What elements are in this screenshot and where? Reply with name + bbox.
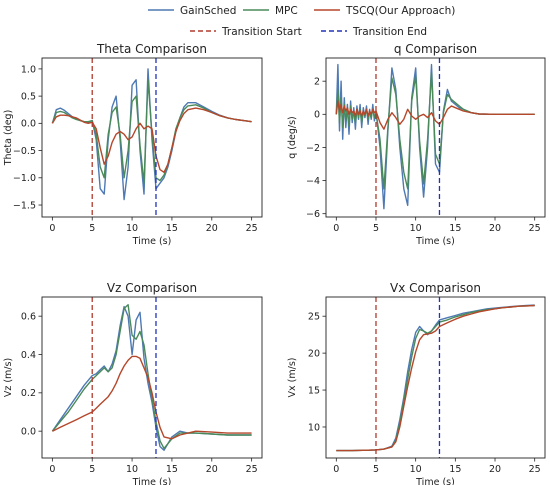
y-tick-label: 20	[308, 349, 320, 360]
y-tick-label: 2	[314, 77, 320, 88]
x-tick-label: 5	[373, 223, 379, 234]
legend-entry: Transition Start	[190, 26, 302, 38]
plot-area	[336, 297, 535, 458]
y-axis-label: q (deg/s)	[287, 116, 298, 159]
series-line-tscq	[336, 304, 535, 452]
x-axis-label: Time (s)	[415, 477, 455, 485]
legend-entry: GainSched	[148, 5, 236, 17]
subplot-2: 0 5 10 15 20 25 −6 −4 −2 0 2 q Comparison Time (s) q …	[287, 42, 546, 247]
x-tick-label: 25	[529, 464, 541, 475]
series-line-gainsched	[335, 63, 535, 210]
axes-frame	[325, 57, 546, 218]
plot-area	[335, 58, 535, 217]
y-tick-label: −1.5	[13, 200, 36, 211]
y-tick-label: −1.0	[13, 173, 36, 184]
plot-area	[51, 297, 252, 458]
x-tick-label: 20	[489, 464, 501, 475]
y-tick-label: 25	[308, 312, 320, 323]
series-line-mpc	[51, 304, 252, 450]
x-axis-label: Time (s)	[132, 477, 172, 485]
chart-title: Theta Comparison	[96, 42, 207, 56]
legend-entry: TSCQ(Our Approach)	[314, 5, 455, 17]
series-line-mpc	[335, 72, 535, 190]
x-tick-label: 25	[246, 464, 258, 475]
y-tick-label: 0.6	[21, 312, 36, 323]
chart-title: Vx Comparison	[390, 281, 481, 295]
x-tick-label: 25	[246, 223, 258, 234]
x-tick-label: 20	[489, 223, 501, 234]
x-tick-label: 0	[333, 464, 339, 475]
y-tick-label: 0.2	[21, 388, 36, 399]
plot-area	[51, 58, 252, 217]
x-tick-label: 5	[89, 464, 95, 475]
y-tick-label: 0.5	[21, 92, 36, 103]
series-line-mpc	[336, 304, 535, 452]
x-tick-label: 15	[166, 223, 178, 234]
x-tick-label: 15	[449, 223, 461, 234]
legend-label: MPC	[275, 5, 298, 17]
series-line-tscq	[335, 100, 535, 130]
x-tick-label: 20	[206, 464, 218, 475]
x-tick-label: 5	[373, 464, 379, 475]
x-tick-label: 10	[126, 223, 138, 234]
y-tick-label: −6	[306, 209, 320, 220]
subplot-4: 0 5 10 15 20 25 10 15 20 25 Vx Comparison Time (s) V…	[287, 281, 546, 485]
legend-label: GainSched	[180, 5, 236, 17]
legend-label: Transition Start	[221, 26, 302, 38]
x-axis-label: Time (s)	[415, 236, 455, 247]
x-tick-label: 10	[410, 464, 422, 475]
y-tick-label: 0.4	[21, 350, 36, 361]
y-tick-label: 1.0	[21, 64, 36, 75]
x-tick-label: 10	[410, 223, 422, 234]
x-tick-label: 5	[89, 223, 95, 234]
y-tick-label: −4	[306, 176, 320, 187]
chart-title: Vz Comparison	[107, 281, 197, 295]
axes-frame	[41, 57, 263, 218]
chart-title: q Comparison	[394, 42, 477, 56]
y-axis-label: Vx (m/s)	[287, 358, 298, 398]
legend-label: TSCQ(Our Approach)	[345, 5, 455, 17]
x-tick-label: 0	[49, 223, 55, 234]
y-tick-label: −0.5	[13, 146, 36, 157]
legend-entry: MPC	[243, 5, 298, 17]
axes-frame	[325, 296, 546, 459]
x-tick-label: 10	[126, 464, 138, 475]
x-tick-label: 0	[333, 223, 339, 234]
x-tick-label: 15	[449, 464, 461, 475]
y-tick-label: −2	[306, 143, 320, 154]
axes-frame	[41, 296, 263, 459]
y-tick-label: 10	[308, 422, 320, 433]
y-tick-label: 0.0	[21, 427, 36, 438]
series-line-tscq	[51, 107, 252, 174]
x-tick-label: 25	[529, 223, 541, 234]
legend-label: Transition End	[352, 26, 427, 38]
x-tick-label: 0	[49, 464, 55, 475]
y-tick-label: 15	[308, 385, 320, 396]
series-line-gainsched	[51, 305, 252, 451]
x-tick-label: 15	[166, 464, 178, 475]
legend-entry: Transition End	[321, 26, 427, 38]
x-axis-label: Time (s)	[132, 236, 172, 247]
y-axis-label: Vz (m/s)	[3, 358, 14, 397]
y-tick-label: 0	[314, 110, 320, 121]
y-axis-label: Theta (deg)	[3, 110, 14, 167]
x-tick-label: 20	[206, 223, 218, 234]
y-tick-label: 0.0	[21, 119, 36, 130]
legend: GainSched MPC TSCQ(Our Approach) Transition…	[148, 5, 455, 38]
subplot-1: 0 5 10 15 20 25 −1.5 −1.0 −0.5 0.0 0.5 1.0 Theta Com…	[3, 42, 263, 247]
subplot-3: 0 5 10 15 20 25 0.0 0.2 0.4 0.6 Vz Comparison Time …	[3, 281, 263, 485]
